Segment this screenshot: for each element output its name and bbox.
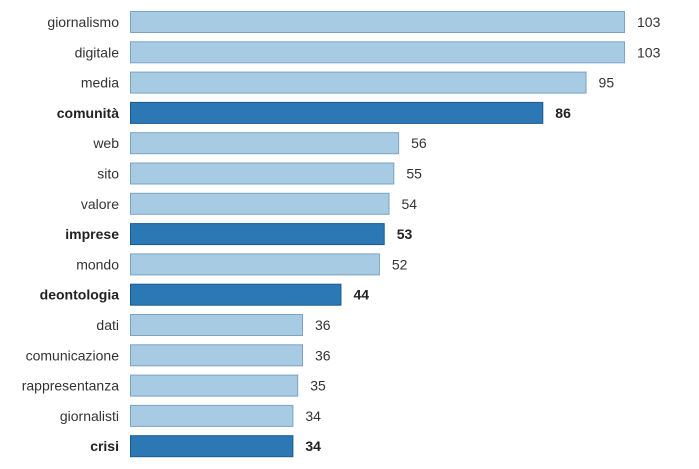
bar-giornalisti [130, 404, 294, 427]
category-label-deontologia: deontologia [40, 287, 120, 303]
value-label-comunicazione: 36 [315, 347, 331, 363]
bar-comunicazione [130, 344, 304, 367]
category-label-web: web [92, 135, 119, 151]
bar-imprese [130, 223, 385, 246]
value-label-valore: 54 [402, 196, 418, 212]
value-label-sito: 55 [406, 166, 422, 182]
bar-comunit- [130, 101, 544, 124]
bar-rappresentanza [130, 374, 299, 397]
value-label-giornalisti: 34 [305, 408, 321, 424]
category-label-giornalisti: giornalisti [60, 408, 119, 424]
value-label-media: 95 [599, 75, 615, 91]
category-label-crisi: crisi [90, 438, 119, 454]
value-label-crisi: 34 [305, 438, 321, 454]
bar-sito [130, 162, 395, 185]
value-label-imprese: 53 [397, 226, 413, 242]
category-label-rappresentanza: rappresentanza [22, 378, 120, 394]
category-label-digitale: digitale [75, 44, 120, 60]
value-label-rappresentanza: 35 [310, 378, 326, 394]
bar-dati [130, 314, 304, 336]
value-label-deontologia: 44 [353, 287, 369, 303]
value-label-dati: 36 [315, 317, 331, 333]
category-label-media: media [81, 75, 119, 91]
category-label-giornalismo: giornalismo [47, 14, 119, 30]
category-label-dati: dati [96, 317, 119, 333]
category-label-imprese: imprese [65, 226, 119, 242]
value-label-mondo: 52 [392, 256, 408, 272]
bar-digitale [130, 41, 625, 64]
value-label-digitale: 103 [637, 44, 661, 60]
bar-crisi [130, 435, 294, 458]
bar-deontologia [130, 283, 342, 306]
bar-mondo [130, 253, 380, 276]
bar-media [130, 71, 587, 94]
bar-web [130, 132, 400, 155]
value-label-comunit-: 86 [555, 105, 571, 121]
category-label-sito: sito [97, 166, 119, 182]
value-label-web: 56 [411, 135, 427, 151]
category-label-comunicazione: comunicazione [26, 347, 120, 363]
bar-giornalismo [130, 11, 625, 33]
category-label-comunit-: comunità [57, 105, 119, 121]
category-label-mondo: mondo [76, 256, 119, 272]
bar-valore [130, 192, 390, 215]
category-label-valore: valore [81, 196, 119, 212]
value-label-giornalismo: 103 [637, 14, 661, 30]
